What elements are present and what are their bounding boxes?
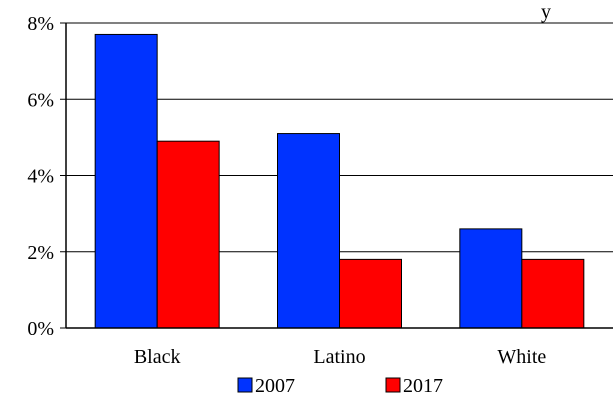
y-axis-ticks: 0% 2% 4% 6% 8% — [27, 13, 66, 340]
legend-label-2007: 2007 — [255, 375, 295, 397]
y-tick-label: 2% — [27, 242, 54, 264]
y-tick-label: 6% — [27, 89, 54, 111]
bar-black-2017 — [156, 140, 220, 329]
legend-swatch-2007 — [237, 377, 253, 393]
x-axis-category-labels: Black Latino White — [134, 346, 547, 368]
legend: 2007 2017 — [237, 375, 443, 397]
bar-latino-2017 — [339, 258, 402, 329]
bars — [94, 33, 585, 329]
bar-white-2007 — [459, 228, 523, 329]
x-category-label: Latino — [313, 346, 365, 368]
y-tick-label: 4% — [27, 166, 54, 188]
x-category-label: Black — [134, 346, 181, 368]
bar-latino-2007 — [277, 133, 340, 329]
y-tick-label: 8% — [27, 13, 54, 35]
y-tick-label: 0% — [27, 318, 54, 340]
legend-label-2017: 2017 — [403, 375, 443, 397]
axes — [65, 23, 613, 329]
chart-title-fragment: y — [541, 1, 551, 23]
bar-white-2017 — [521, 258, 585, 329]
x-category-label: White — [497, 346, 546, 368]
bar-black-2007 — [94, 33, 158, 329]
legend-swatch-2017 — [385, 377, 401, 393]
